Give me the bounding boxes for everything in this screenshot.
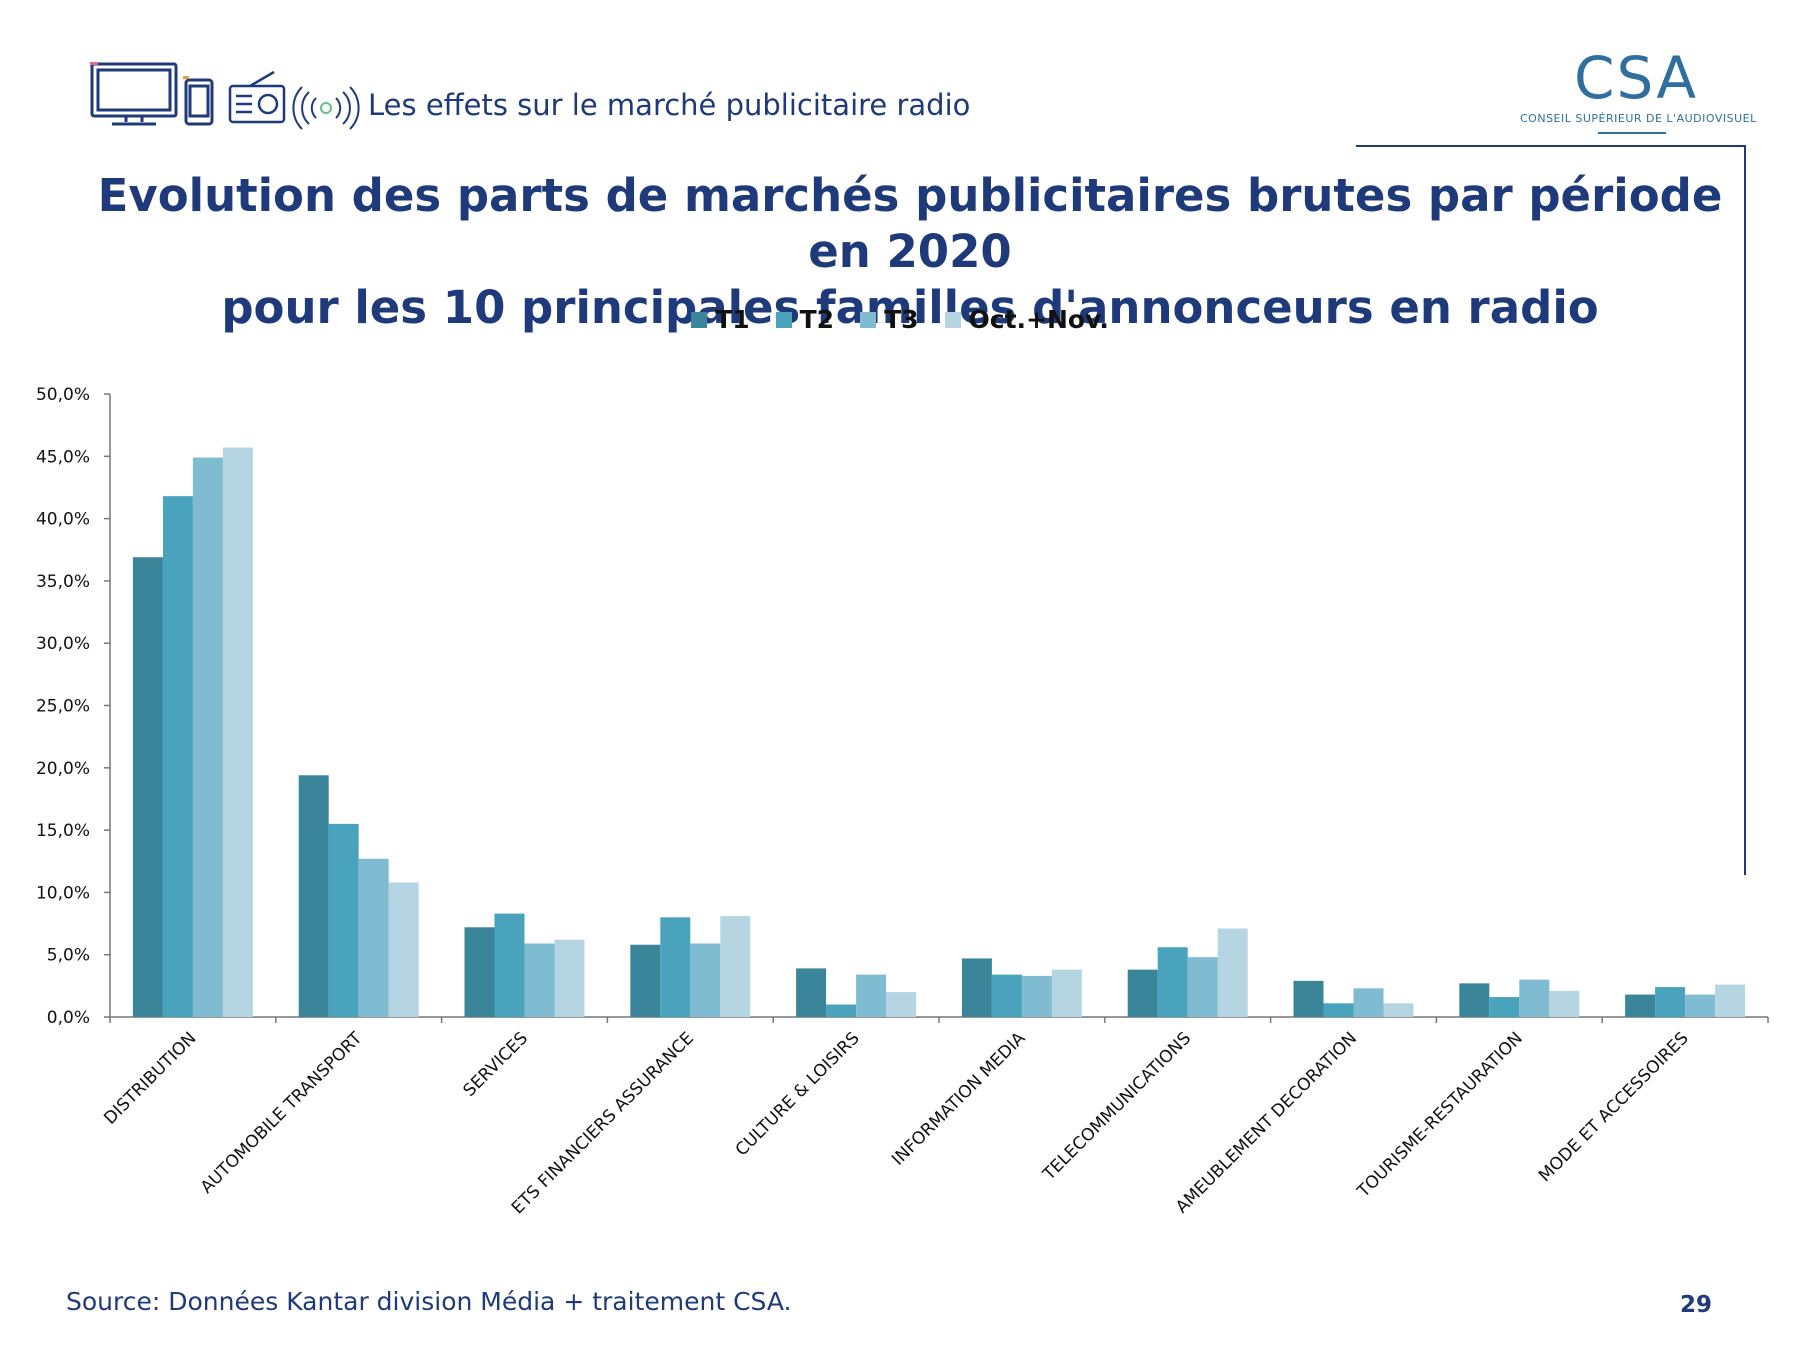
slide-header: Les effets sur le marché publicitaire ra… bbox=[90, 58, 1010, 138]
legend-swatch bbox=[860, 311, 877, 328]
legend-swatch bbox=[775, 311, 792, 328]
bar bbox=[328, 823, 359, 1017]
csa-logo: CSA CONSEIL SUPÉRIEUR DE L'AUDIOVISUEL bbox=[1520, 44, 1757, 144]
phone-icon bbox=[184, 78, 214, 126]
bar bbox=[1519, 979, 1550, 1017]
bar bbox=[358, 858, 389, 1017]
legend-item-2: T3 bbox=[860, 305, 919, 334]
x-category-label: DISTRIBUTION bbox=[100, 1028, 200, 1128]
x-category-label: AMEUBLEMENT DECORATION bbox=[1172, 1028, 1361, 1217]
chart-title-line-2: pour les 10 principales familles d'annon… bbox=[221, 281, 1599, 334]
y-tick-label: 45,0% bbox=[36, 447, 90, 467]
bar bbox=[162, 496, 193, 1017]
legend-label: T3 bbox=[884, 305, 919, 334]
bar bbox=[1489, 997, 1520, 1017]
legend-swatch bbox=[944, 311, 961, 328]
bar bbox=[991, 974, 1022, 1017]
y-tick-label: 5,0% bbox=[47, 946, 90, 966]
y-tick-label: 10,0% bbox=[36, 883, 90, 903]
bar bbox=[494, 913, 525, 1017]
y-tick-label: 15,0% bbox=[36, 821, 90, 841]
radio-icon bbox=[228, 70, 286, 124]
bar bbox=[1685, 994, 1716, 1017]
bar bbox=[1383, 1003, 1414, 1017]
legend-label: Oct.+Nov. bbox=[968, 305, 1109, 334]
legend-item-0: T1 bbox=[691, 305, 750, 334]
x-category-label: MODE ET ACCESSOIRES bbox=[1535, 1028, 1693, 1186]
legend-label: T1 bbox=[715, 305, 750, 334]
y-tick-label: 20,0% bbox=[36, 759, 90, 779]
logo-letters: CSA bbox=[1574, 44, 1699, 112]
bar bbox=[1157, 947, 1188, 1017]
source-note: Source: Données Kantar division Média + … bbox=[66, 1287, 792, 1316]
tv-icon bbox=[90, 62, 178, 126]
y-tick-label: 25,0% bbox=[36, 697, 90, 717]
chart-title-line-1: Evolution des parts de marchés publicita… bbox=[97, 169, 1723, 278]
y-tick-label: 0,0% bbox=[47, 1008, 90, 1028]
chart-legend: T1 T2 T3 Oct.+Nov. bbox=[0, 305, 1800, 334]
bar bbox=[524, 943, 555, 1017]
bar bbox=[1715, 984, 1746, 1017]
bar bbox=[720, 916, 751, 1017]
legend-item-3: Oct.+Nov. bbox=[944, 305, 1109, 334]
legend-label: T2 bbox=[799, 305, 835, 334]
section-subtitle: Les effets sur le marché publicitaire ra… bbox=[368, 88, 971, 122]
bar bbox=[1625, 994, 1656, 1017]
bar bbox=[132, 557, 163, 1017]
bar bbox=[192, 457, 223, 1017]
x-category-label: TELECOMMUNICATIONS bbox=[1039, 1028, 1196, 1185]
bar bbox=[1187, 957, 1218, 1017]
bar bbox=[464, 927, 495, 1017]
legend-item-1: T2 bbox=[775, 305, 835, 334]
x-category-label: CULTURE & LOISIRS bbox=[732, 1028, 864, 1160]
bar bbox=[1021, 975, 1052, 1017]
x-category-label: SERVICES bbox=[460, 1028, 532, 1100]
bar bbox=[554, 939, 585, 1017]
x-category-label: AUTOMOBILE TRANSPORT bbox=[197, 1028, 367, 1198]
x-category-label: ETS FINANCIERS ASSURANCE bbox=[508, 1028, 698, 1218]
logo-underline bbox=[1598, 132, 1666, 134]
bar bbox=[886, 992, 917, 1017]
bar bbox=[1323, 1003, 1354, 1017]
y-tick-label: 50,0% bbox=[36, 385, 90, 405]
broadcast-waves-icon bbox=[292, 86, 360, 130]
bar bbox=[1127, 969, 1158, 1017]
x-category-label: TOURISME-RESTAURATION bbox=[1353, 1028, 1527, 1202]
phone-accent bbox=[183, 76, 189, 79]
bar bbox=[796, 968, 827, 1017]
y-tick-label: 40,0% bbox=[36, 510, 90, 530]
bar bbox=[1459, 983, 1490, 1017]
y-tick-label: 35,0% bbox=[36, 572, 90, 592]
bar bbox=[856, 974, 887, 1017]
legend-swatch bbox=[691, 311, 708, 328]
bar bbox=[630, 944, 661, 1017]
bar bbox=[222, 447, 253, 1017]
bar bbox=[1655, 987, 1686, 1017]
bar bbox=[1217, 928, 1248, 1017]
y-tick-label: 30,0% bbox=[36, 634, 90, 654]
media-icons-group bbox=[90, 62, 360, 130]
tv-corner-accent bbox=[90, 62, 98, 65]
bar bbox=[298, 775, 329, 1017]
bar bbox=[961, 958, 992, 1017]
bar bbox=[660, 917, 691, 1017]
frame-line-horizontal bbox=[1356, 145, 1746, 147]
bar-chart: 0,0% 5,0% 10,0% 15,0% 20,0% 25,0% 30,0% 35,0% 40… bbox=[36, 385, 1769, 1218]
bar bbox=[1293, 980, 1324, 1017]
page-number: 29 bbox=[1680, 1292, 1713, 1318]
x-category-label: INFORMATION MEDIA bbox=[888, 1028, 1029, 1169]
bar bbox=[1549, 990, 1580, 1017]
logo-organisation-name: CONSEIL SUPÉRIEUR DE L'AUDIOVISUEL bbox=[1520, 112, 1757, 125]
chart-title: Evolution des parts de marchés publicita… bbox=[60, 168, 1760, 336]
bar bbox=[388, 882, 419, 1017]
bar bbox=[690, 943, 721, 1017]
bar bbox=[1051, 969, 1082, 1017]
frame-line-vertical bbox=[1744, 145, 1746, 875]
bar bbox=[1353, 988, 1384, 1017]
bar bbox=[826, 1004, 857, 1017]
